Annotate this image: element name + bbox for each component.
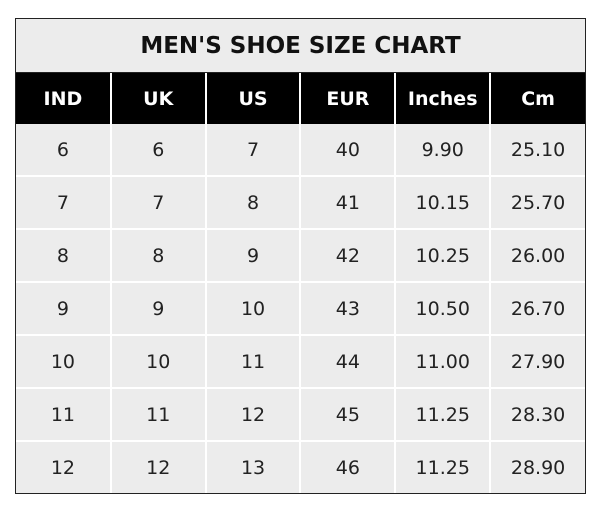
table-row: 12 12 13 46 11.25 28.90 [16,440,585,493]
cell-inches: 11.00 [394,334,491,388]
size-table: IND UK US EUR Inches Cm 6 6 7 40 9.90 25.10 7 7 8 41 10… [16,73,585,493]
column-header-cm: Cm [489,73,585,124]
cell-ind: 11 [16,387,111,441]
column-header-inches: Inches [394,73,491,124]
chart-title: MEN'S SHOE SIZE CHART [16,19,585,73]
cell-eur: 43 [299,281,396,335]
header-row: IND UK US EUR Inches Cm [16,73,585,124]
cell-cm: 26.70 [489,281,585,335]
size-chart: MEN'S SHOE SIZE CHART IND UK US EUR Inches Cm… [15,18,586,494]
cell-ind: 8 [16,228,111,282]
cell-eur: 42 [299,228,396,282]
cell-eur: 40 [299,124,396,176]
cell-cm: 26.00 [489,228,585,282]
table-row: 11 11 12 45 11.25 28.30 [16,387,585,441]
cell-uk: 8 [109,228,206,282]
cell-inches: 10.15 [394,175,491,229]
cell-ind: 6 [56,138,69,161]
cell-us: 8 [204,175,301,229]
cell-us: 11 [204,334,301,388]
cell-us: 12 [204,387,301,441]
cell-uk: 10 [109,334,206,388]
cell-ind: 7 [16,175,111,229]
cell-us: 13 [204,440,301,493]
cell-eur: 41 [299,175,396,229]
cell-inches: 10.50 [394,281,491,335]
cell-cm: 28.90 [489,440,585,493]
cell-us: 9 [204,228,301,282]
table-row: 6 6 7 40 9.90 25.10 [16,124,585,176]
cell-ind: 10 [16,334,111,388]
table-row: 9 9 10 43 10.50 26.70 [16,281,585,335]
cell-ind: 12 [16,440,111,493]
cell-inches: 11.25 [394,387,491,441]
cell-inches: 9.90 [394,124,491,176]
cell-cm: 25.70 [489,175,585,229]
cell-cm: 27.90 [489,334,585,388]
table-row: 10 10 11 44 11.00 27.90 [16,334,585,388]
cell-uk: 9 [109,281,206,335]
cell-ind: 9 [16,281,111,335]
cell-us: 7 [204,124,301,176]
cell-eur: 46 [299,440,396,493]
cell-uk: 11 [109,387,206,441]
cell-us: 10 [204,281,301,335]
column-header-us: US [204,73,301,124]
column-header-eur: EUR [299,73,396,124]
cell-uk: 12 [109,440,206,493]
cell-inches: 11.25 [394,440,491,493]
cell-uk: 6 [109,124,206,176]
cell-inches: 10.25 [394,228,491,282]
column-header-uk: UK [109,73,206,124]
cell-uk: 7 [109,175,206,229]
column-header-ind: IND [16,73,111,124]
cell-eur: 45 [299,387,396,441]
cell-eur: 44 [299,334,396,388]
cell-cm: 25.10 [489,124,585,176]
cell-cm: 28.30 [489,387,585,441]
table-row: 8 8 9 42 10.25 26.00 [16,228,585,282]
table-row: 7 7 8 41 10.15 25.70 [16,175,585,229]
